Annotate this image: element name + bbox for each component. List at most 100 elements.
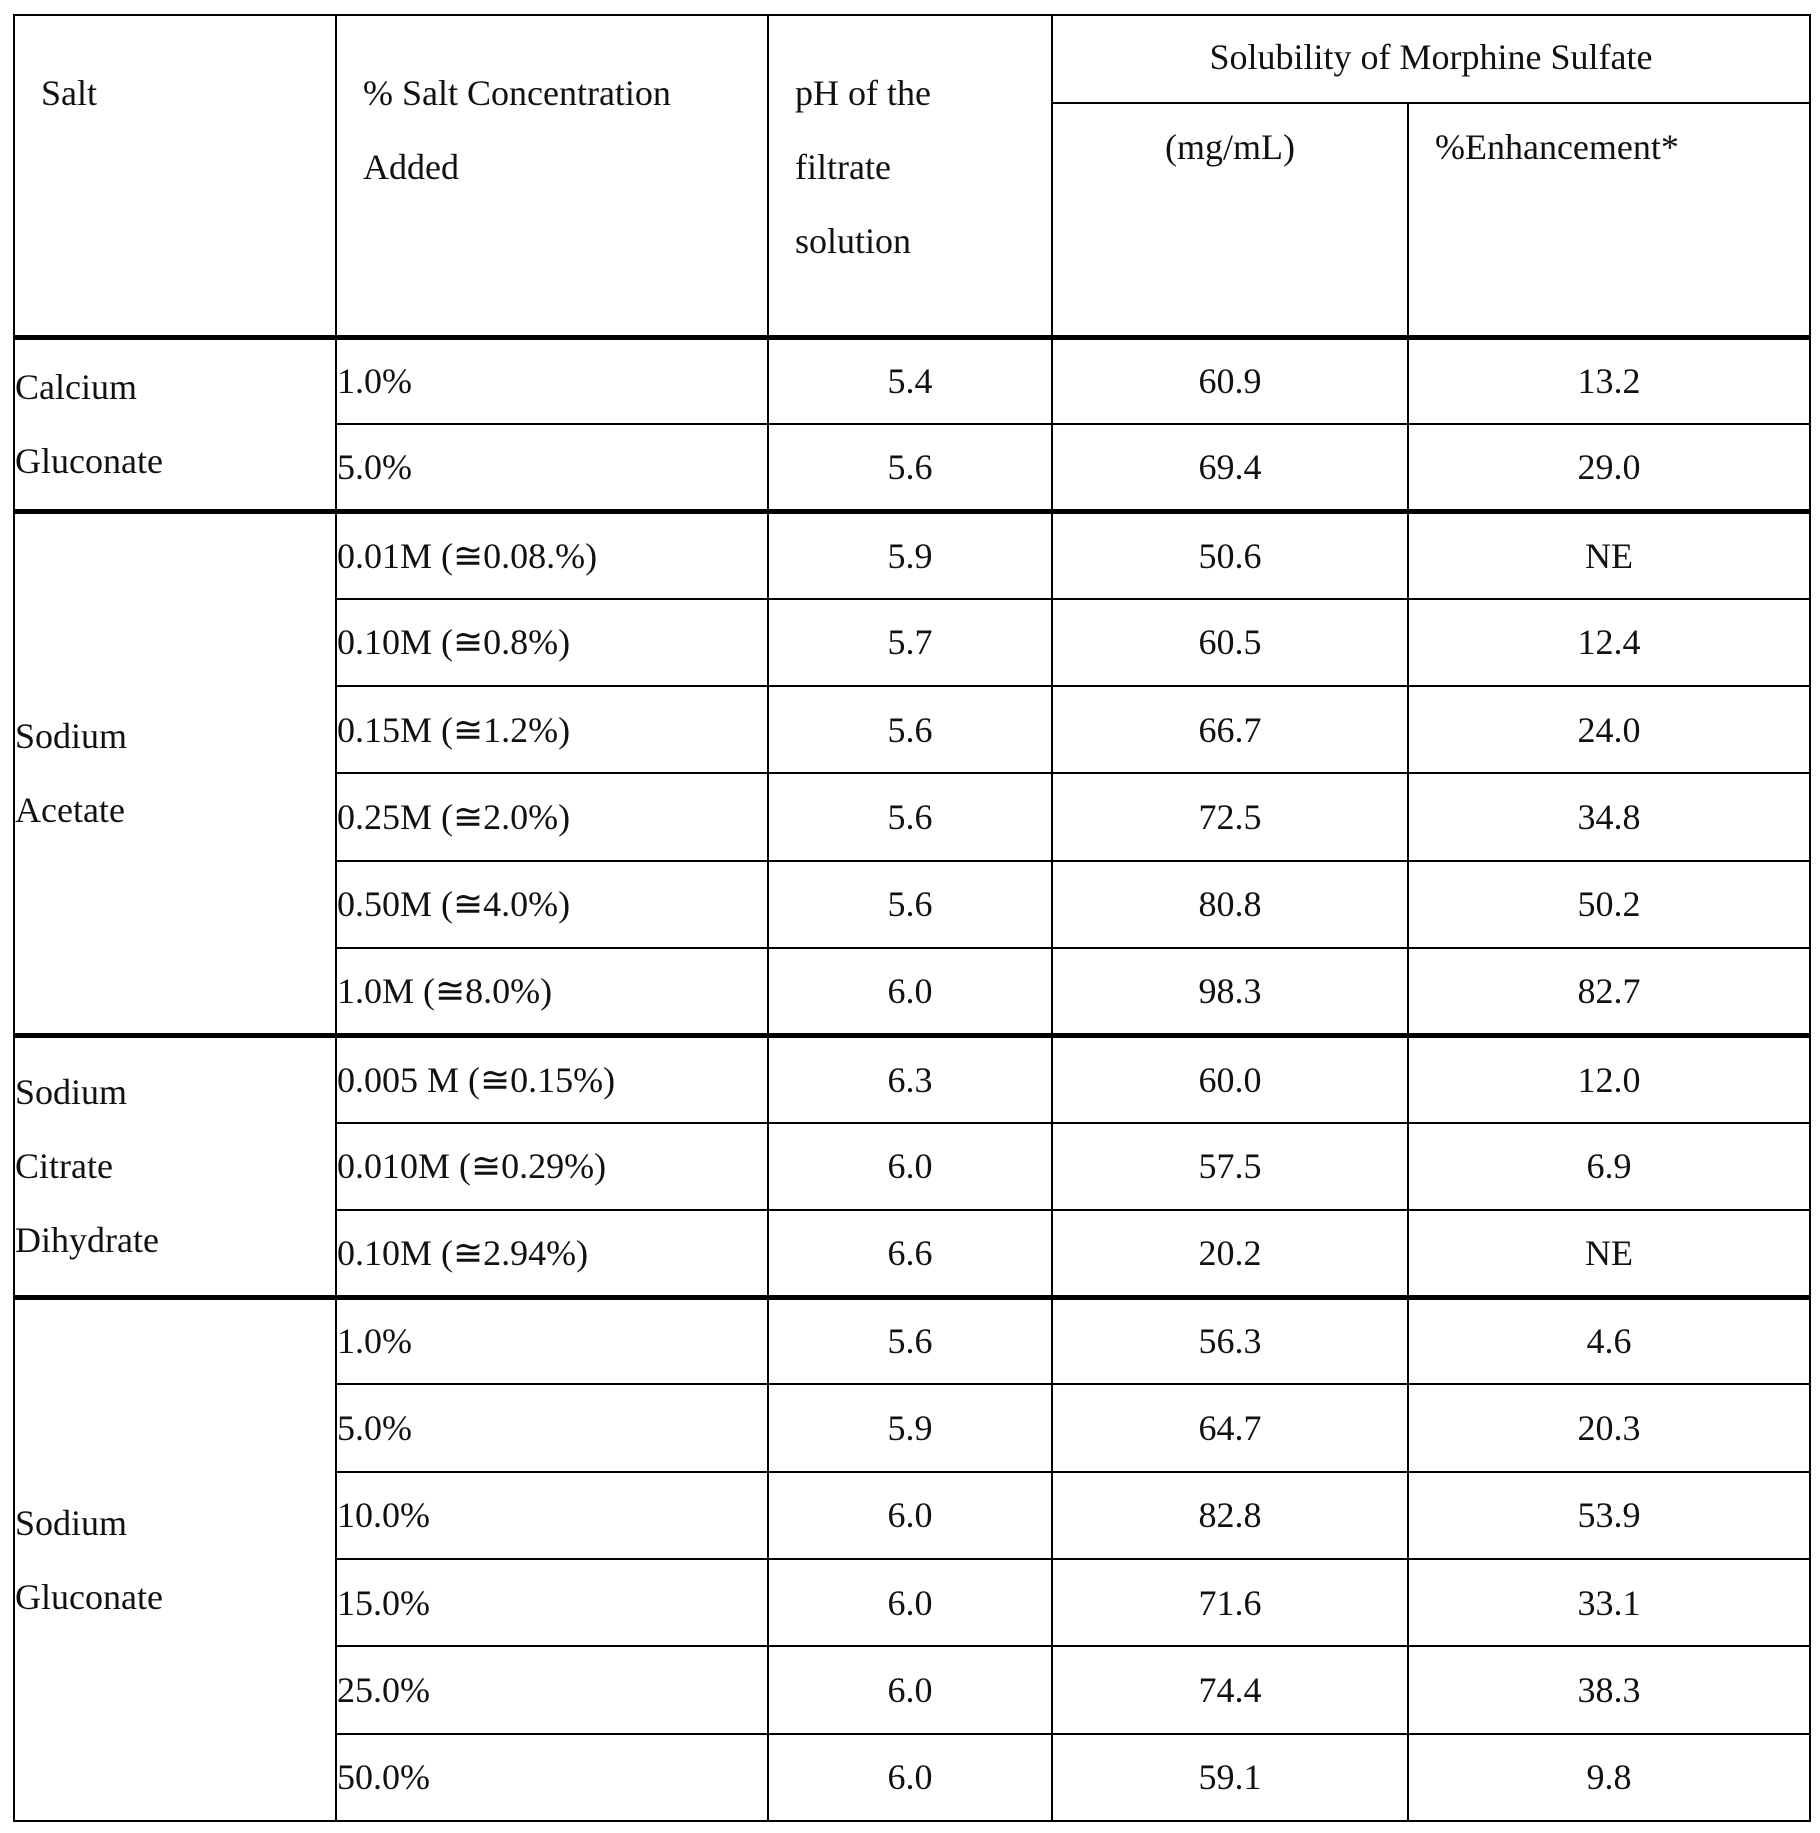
enhancement-cell: 38.3 [1408,1646,1810,1733]
ph-cell: 6.0 [768,1559,1052,1646]
solubility-cell: 20.2 [1052,1210,1408,1297]
header-mg-per-ml-label: (mg/mL) [1053,110,1407,184]
salt-name-line: Acetate [15,773,335,847]
header-concentration-line: % Salt Concentration [363,56,767,130]
header-ph-line: filtrate [795,130,1051,204]
solubility-cell: 66.7 [1052,686,1408,773]
concentration-cell: 0.25M (≅2.0%) [336,773,768,860]
ph-cell: 5.6 [768,773,1052,860]
concentration-cell: 0.005 M (≅0.15%) [336,1035,768,1122]
enhancement-cell: 33.1 [1408,1559,1810,1646]
ph-cell: 5.9 [768,1384,1052,1471]
concentration-cell: 5.0% [336,424,768,511]
salt-name-cell: SodiumGluconate [14,1297,336,1821]
ph-cell: 6.0 [768,948,1052,1035]
salt-name-line: Citrate [15,1129,335,1203]
salt-name-line: Gluconate [15,424,335,498]
enhancement-cell: 82.7 [1408,948,1810,1035]
enhancement-cell: NE [1408,512,1810,599]
solubility-cell: 80.8 [1052,861,1408,948]
solubility-cell: 72.5 [1052,773,1408,860]
solubility-cell: 69.4 [1052,424,1408,511]
solubility-cell: 60.9 [1052,337,1408,424]
solubility-cell: 60.5 [1052,599,1408,686]
ph-cell: 5.6 [768,861,1052,948]
header-concentration: % Salt Concentration Added [336,15,768,337]
salt-name-line: Calcium [15,350,335,424]
salt-name-cell: CalciumGluconate [14,337,336,512]
enhancement-cell: 29.0 [1408,424,1810,511]
ph-cell: 5.4 [768,337,1052,424]
solubility-table: Salt % Salt Concentration Added pH of th… [13,14,1811,1822]
salt-name-line: Sodium [15,1486,335,1560]
ph-cell: 5.7 [768,599,1052,686]
enhancement-cell: NE [1408,1210,1810,1297]
table-row: SodiumGluconate1.0%5.656.34.6 [14,1297,1810,1384]
ph-cell: 6.6 [768,1210,1052,1297]
solubility-cell: 98.3 [1052,948,1408,1035]
ph-cell: 6.0 [768,1123,1052,1210]
salt-name-line: Gluconate [15,1560,335,1634]
concentration-cell: 0.50M (≅4.0%) [336,861,768,948]
enhancement-cell: 6.9 [1408,1123,1810,1210]
solubility-cell: 57.5 [1052,1123,1408,1210]
header-salt: Salt [14,15,336,337]
concentration-cell: 50.0% [336,1734,768,1822]
enhancement-cell: 53.9 [1408,1472,1810,1559]
table-row: CalciumGluconate1.0%5.460.913.2 [14,337,1810,424]
header-solubility-group: Solubility of Morphine Sulfate [1052,15,1810,103]
solubility-cell: 64.7 [1052,1384,1408,1471]
concentration-cell: 10.0% [336,1472,768,1559]
table-body: CalciumGluconate1.0%5.460.913.25.0%5.669… [14,337,1810,1821]
solubility-cell: 59.1 [1052,1734,1408,1822]
solubility-cell: 74.4 [1052,1646,1408,1733]
salt-name-line: Dihydrate [15,1203,335,1277]
header-ph-line: pH of the [795,56,1051,130]
concentration-cell: 1.0% [336,337,768,424]
ph-cell: 5.6 [768,424,1052,511]
enhancement-cell: 4.6 [1408,1297,1810,1384]
ph-cell: 6.3 [768,1035,1052,1122]
concentration-cell: 0.10M (≅0.8%) [336,599,768,686]
concentration-cell: 1.0% [336,1297,768,1384]
header-salt-label: Salt [41,56,335,130]
concentration-cell: 0.10M (≅2.94%) [336,1210,768,1297]
solubility-cell: 50.6 [1052,512,1408,599]
table-row: SodiumCitrateDihydrate0.005 M (≅0.15%)6.… [14,1035,1810,1122]
header-solubility-label: Solubility of Morphine Sulfate [1053,16,1809,98]
ph-cell: 5.6 [768,1297,1052,1384]
ph-cell: 6.0 [768,1472,1052,1559]
enhancement-cell: 24.0 [1408,686,1810,773]
ph-cell: 5.6 [768,686,1052,773]
concentration-cell: 15.0% [336,1559,768,1646]
solubility-cell: 82.8 [1052,1472,1408,1559]
enhancement-cell: 50.2 [1408,861,1810,948]
table-header: Salt % Salt Concentration Added pH of th… [14,15,1810,337]
salt-name-cell: SodiumAcetate [14,512,336,1036]
header-ph: pH of the filtrate solution [768,15,1052,337]
header-mg-per-ml: (mg/mL) [1052,103,1408,337]
salt-name-line: Sodium [15,1055,335,1129]
ph-cell: 6.0 [768,1734,1052,1822]
header-concentration-line: Added [363,130,767,204]
enhancement-cell: 13.2 [1408,337,1810,424]
header-enhancement: %Enhancement* [1408,103,1810,337]
enhancement-cell: 9.8 [1408,1734,1810,1822]
enhancement-cell: 34.8 [1408,773,1810,860]
concentration-cell: 0.15M (≅1.2%) [336,686,768,773]
header-enhancement-label: %Enhancement* [1435,110,1809,184]
table-row: SodiumAcetate0.01M (≅0.08.%)5.950.6NE [14,512,1810,599]
solubility-cell: 71.6 [1052,1559,1408,1646]
header-ph-line: solution [795,204,1051,278]
concentration-cell: 1.0M (≅8.0%) [336,948,768,1035]
concentration-cell: 0.01M (≅0.08.%) [336,512,768,599]
enhancement-cell: 12.0 [1408,1035,1810,1122]
concentration-cell: 5.0% [336,1384,768,1471]
ph-cell: 6.0 [768,1646,1052,1733]
concentration-cell: 25.0% [336,1646,768,1733]
solubility-cell: 60.0 [1052,1035,1408,1122]
salt-name-line: Sodium [15,699,335,773]
enhancement-cell: 20.3 [1408,1384,1810,1471]
solubility-cell: 56.3 [1052,1297,1408,1384]
salt-name-cell: SodiumCitrateDihydrate [14,1035,336,1297]
